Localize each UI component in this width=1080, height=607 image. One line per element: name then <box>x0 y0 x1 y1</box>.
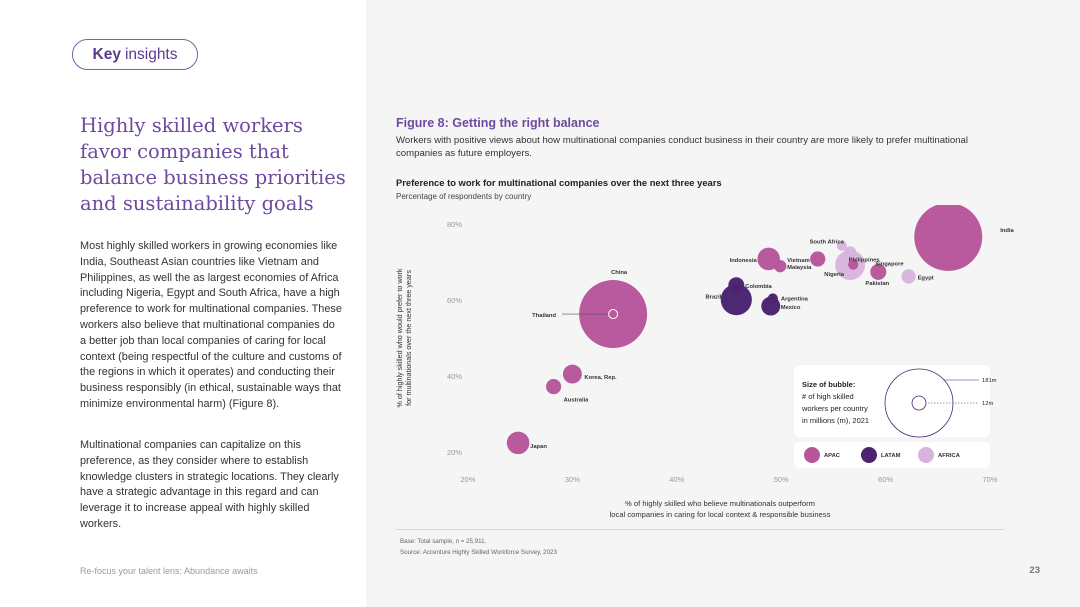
bubble-philippines <box>843 246 857 259</box>
y-tick-label: 80% <box>447 220 462 229</box>
x-tick-label: 60% <box>878 475 893 484</box>
size-key-title: Size of bubble: <box>802 380 855 389</box>
bubble-china <box>579 280 648 349</box>
source-note: Source: Accenture Highly Skilled Workfor… <box>400 549 557 556</box>
bubble-south-africa <box>836 240 847 251</box>
bubble-argentina <box>767 293 778 304</box>
bubble-chart: 20% 40% 60% 80% 20% 30% 40% 50% 60% 70% % of highl… <box>395 205 1015 519</box>
bubble-india <box>914 205 983 271</box>
x-axis-label: % of highly skilled who believe multinat… <box>625 499 815 508</box>
y-axis-label-line: for multinationals over the next three y… <box>404 270 413 406</box>
label-brazil: Brazil <box>706 295 722 301</box>
body-paragraph-2: Multinational companies can capitalize o… <box>80 439 339 530</box>
page-headline: Highly skilled workers favor companies t… <box>80 114 346 215</box>
label-thailand: Thailand <box>532 313 556 319</box>
text-panel: Key insights Highly skilled workers favo… <box>0 0 366 607</box>
figure-subtitle: Workers with positive views about how mu… <box>396 135 968 159</box>
legend-label-latam: LATAM <box>881 453 901 459</box>
label-korea-rep-: Korea, Rep. <box>584 375 617 381</box>
x-tick-label: 40% <box>669 475 684 484</box>
divider <box>396 529 1004 530</box>
label-india: India <box>1000 228 1014 234</box>
footer-title: Re-focus your talent lens: Abundance awa… <box>80 566 258 576</box>
chart-title: Preference to work for multinational com… <box>396 177 722 188</box>
size-key-line: # of high skilled <box>802 392 854 401</box>
label-japan: Japan <box>530 444 547 450</box>
label-philippines: Philippines <box>849 258 880 264</box>
legend-box <box>794 442 990 468</box>
y-tick-label: 40% <box>447 372 462 381</box>
x-tick-label: 20% <box>460 475 475 484</box>
legend-label-apac: APAC <box>824 453 841 459</box>
key-insights-bold: Key <box>92 45 121 63</box>
size-key-line: workers per country <box>801 404 868 413</box>
x-tick-label: 70% <box>982 475 997 484</box>
bubble-colombia <box>728 277 745 294</box>
label-egypt: Egypt <box>918 275 934 281</box>
bubble-korea-rep- <box>562 364 582 384</box>
label-nigeria: Nigeria <box>824 272 844 278</box>
legend-label-africa: AFRICA <box>938 453 961 459</box>
size-key-big-label: 181m <box>982 378 997 384</box>
bubble-thailand <box>608 309 619 320</box>
base-note: Base: Total sample, n = 25,911. <box>400 538 487 545</box>
bubble-pakistan <box>870 263 887 280</box>
x-axis-label: local companies in caring for local cont… <box>610 510 831 519</box>
legend-swatch-africa <box>918 447 934 463</box>
label-pakistan: Pakistan <box>865 281 889 287</box>
bubble-egypt <box>901 269 916 284</box>
label-malaysia: Malaysia <box>787 265 812 271</box>
size-key-line: in millions (m), 2021 <box>802 416 869 425</box>
size-key-box <box>794 365 990 437</box>
label-argentina: Argentina <box>781 296 809 302</box>
label-mexico: Mexico <box>781 305 801 311</box>
label-indonesia: Indonesia <box>730 258 758 264</box>
figure-notes: Base: Total sample, n = 25,911. Source: … <box>400 536 557 558</box>
bubble-brazil <box>720 284 752 316</box>
size-key-small-circle <box>911 395 927 411</box>
label-south-africa: South Africa <box>810 240 845 246</box>
y-tick-label: 20% <box>447 448 462 457</box>
body-paragraph-1: Most highly skilled workers in growing e… <box>80 240 342 410</box>
bubble-australia <box>546 379 562 395</box>
label-china: China <box>611 270 628 276</box>
label-vietnam: Vietnam <box>787 258 809 264</box>
bubble-singapore <box>848 259 859 270</box>
figure-title: Figure 8: Getting the right balance <box>396 116 600 130</box>
key-insights-rest: insights <box>124 45 178 63</box>
bubble-malaysia <box>773 259 787 273</box>
label-singapore: Singapore <box>875 262 904 268</box>
legend-swatch-apac <box>804 447 820 463</box>
y-axis-label-line: % of highly skilled who would prefer to … <box>395 268 404 407</box>
bubble-vietnam <box>810 251 826 267</box>
y-tick-label: 60% <box>447 296 462 305</box>
page-number: 23 <box>1029 565 1040 576</box>
key-insights-tag: Key insights <box>72 39 198 70</box>
chart-subtitle: Percentage of respondents by country <box>396 192 532 201</box>
y-axis-label: % of highly skilled who would prefer to … <box>395 268 413 407</box>
bubble-japan <box>506 431 530 455</box>
x-tick-label: 50% <box>774 475 789 484</box>
legend-swatch-latam <box>861 447 877 463</box>
size-key-small-label: 12m <box>982 401 993 407</box>
label-colombia: Colombia <box>745 284 772 290</box>
x-tick-label: 30% <box>565 475 580 484</box>
label-australia: Australia <box>564 398 590 404</box>
